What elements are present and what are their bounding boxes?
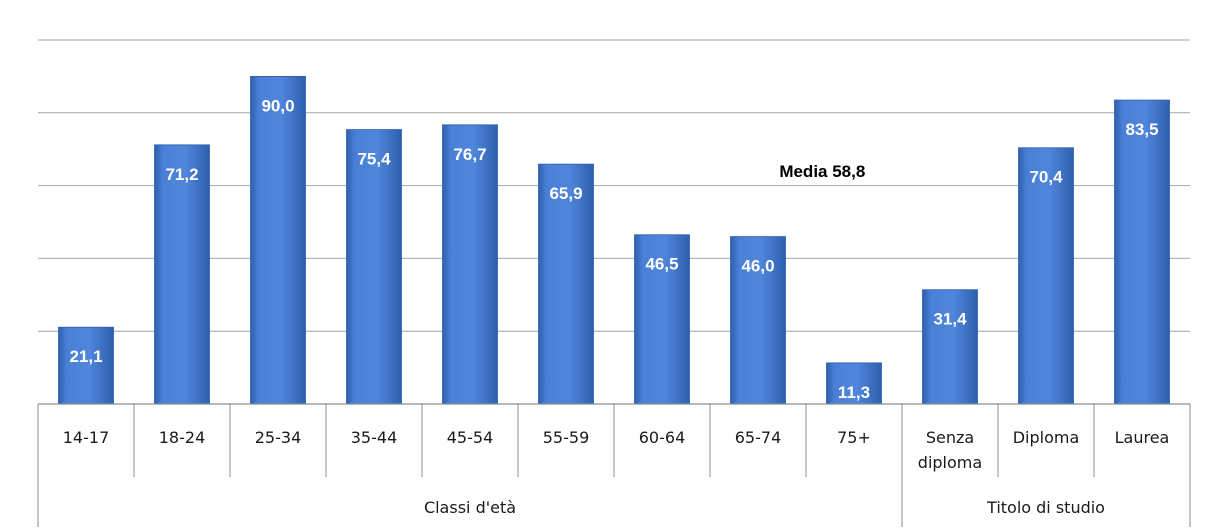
x-tick-label: 75+ (837, 428, 871, 447)
data-label: 65,9 (549, 184, 582, 203)
x-tick-label: Laurea (1115, 428, 1170, 447)
x-tick-label: Senza diploma (918, 428, 982, 472)
data-label: 70,4 (1029, 168, 1063, 187)
data-label: 46,0 (741, 257, 774, 276)
data-label: 21,1 (69, 347, 102, 366)
data-label: 71,2 (165, 165, 198, 184)
data-label: 76,7 (453, 145, 486, 164)
data-label: 46,5 (645, 255, 678, 274)
data-label: 83,5 (1125, 120, 1158, 139)
bar (347, 130, 402, 404)
average-label: Media 58,8 (779, 162, 865, 181)
x-tick-label: 14-17 (63, 428, 110, 447)
bar (923, 290, 978, 404)
x-tick-label: 25-34 (255, 428, 302, 447)
data-label: 90,0 (261, 96, 294, 115)
data-label: 31,4 (933, 310, 967, 329)
x-axis: 14-17 18-24 25-34 35-44 45-54 55-59 60-64 65-74… (38, 404, 1190, 527)
x-tick-label: 60-64 (639, 428, 686, 447)
x-tick-label: 55-59 (543, 428, 590, 447)
value-labels: 21,1 71,2 90,0 75,4 76,7 65,9 46,5 46,0 11,3 31,4… (69, 96, 1158, 401)
x-group-label: Classi d'età (424, 498, 516, 517)
x-group-label: Titolo di studio (986, 498, 1105, 517)
bars (59, 76, 1170, 404)
x-tick-label: 35-44 (351, 428, 398, 447)
x-tick-label: 45-54 (447, 428, 494, 447)
data-label: 11,3 (838, 383, 870, 402)
x-tick-label: Diploma (1013, 428, 1080, 447)
bar (443, 125, 498, 404)
data-label: 75,4 (357, 150, 391, 169)
bar (251, 76, 306, 404)
gridlines (38, 40, 1190, 331)
x-tick-label: 18-24 (159, 428, 206, 447)
x-tick-label: 65-74 (735, 428, 782, 447)
bar (1115, 100, 1170, 404)
